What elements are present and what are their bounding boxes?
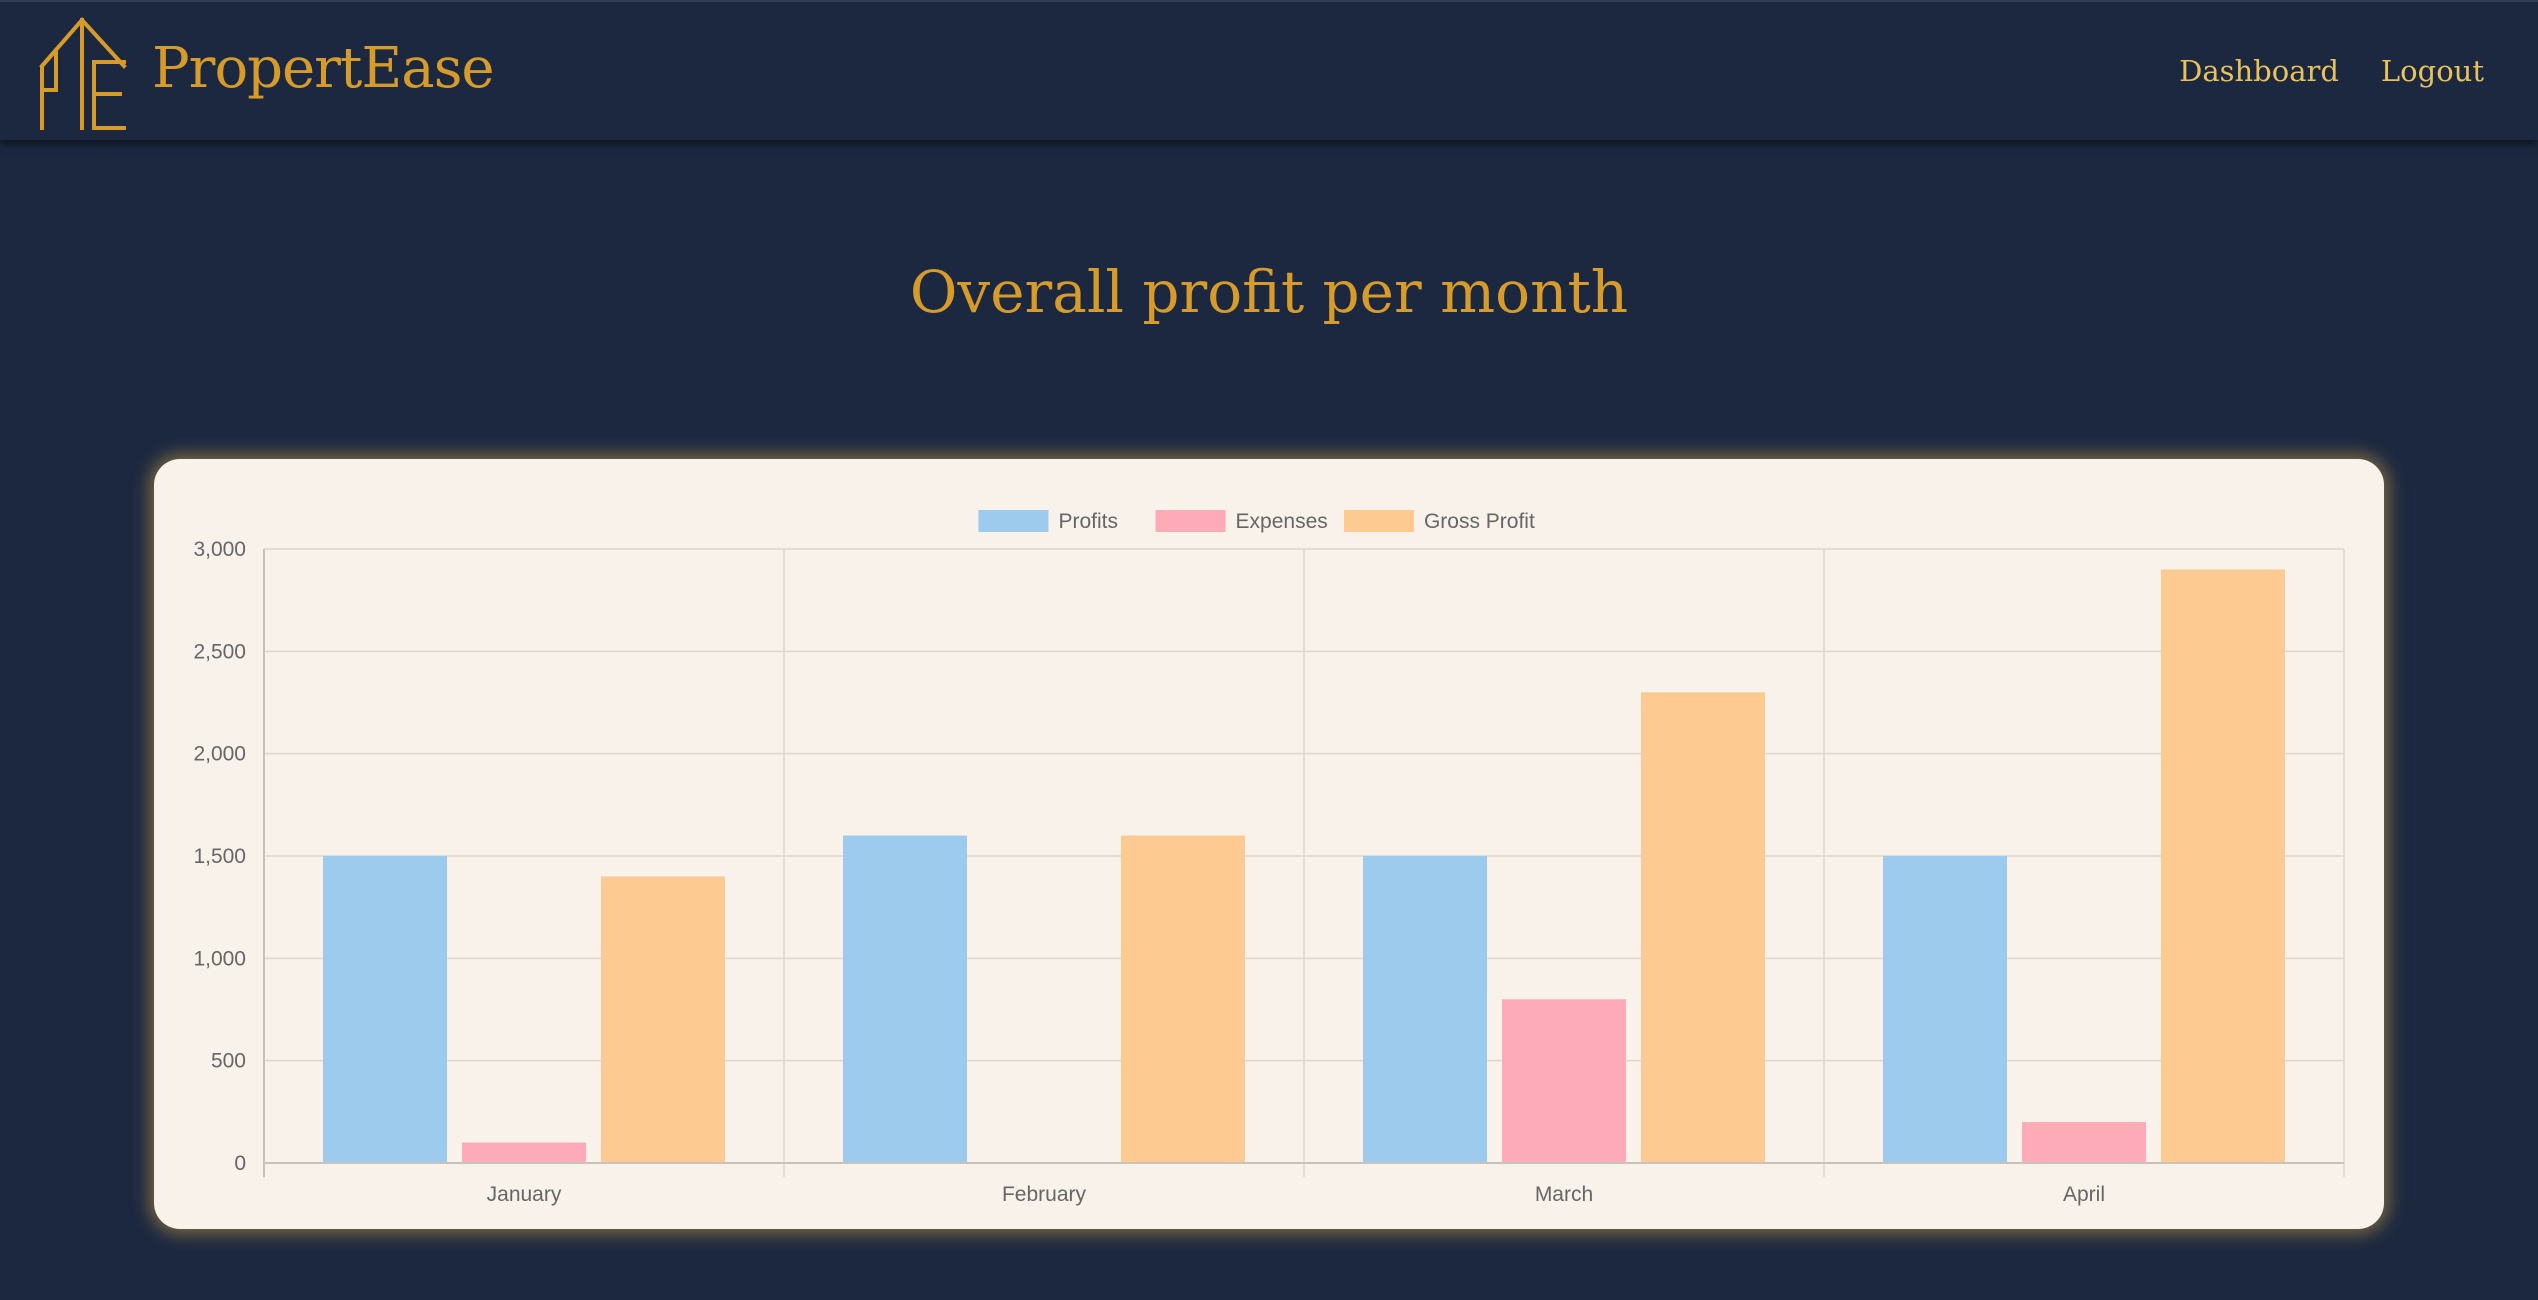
legend-swatch xyxy=(978,510,1049,532)
legend-swatch xyxy=(1343,510,1414,532)
y-tick-label: 0 xyxy=(234,1152,246,1175)
legend-label: Profits xyxy=(1058,510,1118,533)
legend-swatch xyxy=(1155,510,1226,532)
legend-label: Gross Profit xyxy=(1424,510,1535,533)
y-tick-label: 2,500 xyxy=(193,640,246,663)
bar-profits-january xyxy=(323,856,447,1163)
x-tick-label: March xyxy=(1535,1183,1593,1206)
y-tick-label: 500 xyxy=(211,1050,246,1073)
chart-tick-labels: 0 500 1,000 1,500 2,000 2,500 3,000 January Febr… xyxy=(193,538,2105,1206)
x-tick-label: April xyxy=(2063,1183,2105,1206)
bar-gross-profit-january xyxy=(601,876,725,1163)
y-tick-label: 3,000 xyxy=(193,538,246,561)
y-tick-label: 1,500 xyxy=(193,845,246,868)
legend-item-profits: Profits xyxy=(978,510,1118,533)
brand-name[interactable]: PropertEase xyxy=(152,36,495,101)
bar-gross-profit-march xyxy=(1641,692,1765,1163)
bar-expenses-january xyxy=(462,1142,586,1163)
bar-gross-profit-february xyxy=(1121,835,1245,1163)
top-navbar: PropertEase Dashboard Logout xyxy=(0,0,2538,140)
main-nav: Dashboard Logout xyxy=(2179,54,2484,88)
propertease-logo-icon[interactable] xyxy=(38,16,128,130)
profit-bar-chart: Profits Expenses Gross Profit 0 500 1,000 1,5… xyxy=(193,510,2345,1206)
chart-legend: Profits Expenses Gross Profit xyxy=(978,510,1535,533)
x-tick-label: January xyxy=(487,1183,562,1206)
chart-bars xyxy=(323,569,2285,1163)
x-tick-label: February xyxy=(1002,1183,1087,1206)
page-title: Overall profit per month xyxy=(909,258,1629,326)
legend-label: Expenses xyxy=(1236,510,1328,533)
chart-axes xyxy=(263,549,2344,1177)
chart-grid xyxy=(263,548,2345,1177)
bar-gross-profit-april xyxy=(2161,569,2285,1163)
y-tick-label: 1,000 xyxy=(193,947,246,970)
chart-card: Profits Expenses Gross Profit 0 500 1,000 1,5… xyxy=(154,459,2384,1229)
bar-expenses-april xyxy=(2022,1122,2146,1163)
bar-profits-march xyxy=(1363,856,1487,1163)
bar-profits-april xyxy=(1883,856,2007,1163)
legend-item-gross-profit: Gross Profit xyxy=(1343,510,1535,533)
nav-logout-link[interactable]: Logout xyxy=(2380,54,2484,88)
nav-dashboard-link[interactable]: Dashboard xyxy=(2179,54,2339,88)
bar-profits-february xyxy=(843,835,967,1163)
y-tick-label: 2,000 xyxy=(193,743,246,766)
bar-expenses-march xyxy=(1502,999,1626,1163)
legend-item-expenses: Expenses xyxy=(1155,510,1328,533)
